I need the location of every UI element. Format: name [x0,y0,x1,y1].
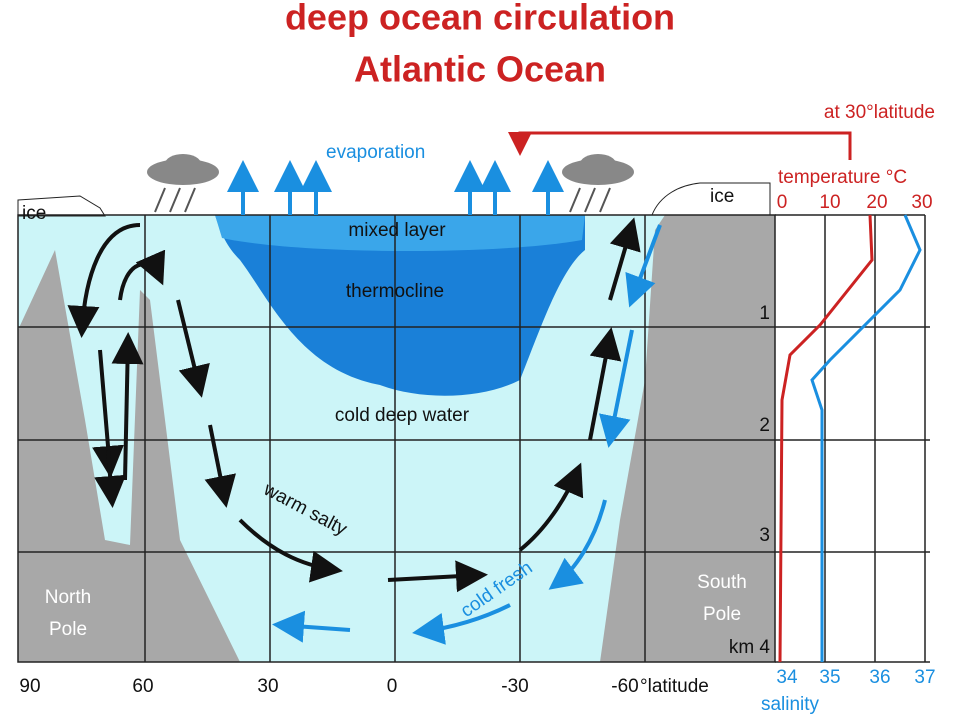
thermocline-label: thermocline [346,281,444,302]
evaporation-arrows [227,160,564,215]
mixed-layer-label: mixed layer [348,220,446,241]
depth-tick: 3 [759,525,770,546]
cloud [147,154,634,213]
temperature-tick: 20 [866,192,887,213]
evaporation-label: evaporation [326,142,425,163]
north-pole-label: Pole [49,619,87,640]
temperature-tick: 30 [911,192,932,213]
latitude-pointer [508,131,852,160]
temperature-tick: 10 [819,192,840,213]
north-land [18,250,240,662]
temperature-axis-label: temperature °C [778,167,907,188]
depth-tick: 2 [759,415,770,436]
mixed-layer [215,215,585,252]
ice-right [651,182,771,216]
warm-circulation [67,217,641,593]
salinity-tick: 34 [776,667,798,688]
temperature-tick: 0 [777,192,788,213]
thermocline-layer [215,215,585,396]
latitude-tick: 90 [19,676,40,697]
latitude-tick: 30 [257,676,278,697]
latitude-tick: 0 [387,676,398,697]
latitude-tick: -60 [611,676,638,697]
ice-left [17,195,106,217]
salinity-tick: 36 [869,667,890,688]
south-pole-label: South [697,572,747,593]
temperature-profile [778,214,874,663]
annotation: at 30°latitude [824,102,935,123]
salinity-axis-label: salinity [761,694,820,715]
salinity-profile [810,214,922,662]
subtitle: Atlantic Ocean [354,49,606,90]
salinity-tick: 37 [914,667,935,688]
grid [17,214,930,663]
depth-tick: km 4 [729,637,771,658]
south-pole-label: Pole [703,604,741,625]
salinity-tick: 35 [819,667,840,688]
latitude-tick: 60 [132,676,153,697]
title: deep ocean circulation [285,0,675,38]
cold-circulation [272,224,662,645]
depth-tick: 1 [759,303,770,324]
ice-label: ice [22,203,46,224]
north-pole-label: North [45,587,91,608]
latitude-axis-label: °latitude [640,676,709,697]
ice-label: ice [710,186,734,207]
latitude-tick: -30 [501,676,528,697]
cold-deep-water-label: cold deep water [335,405,470,426]
